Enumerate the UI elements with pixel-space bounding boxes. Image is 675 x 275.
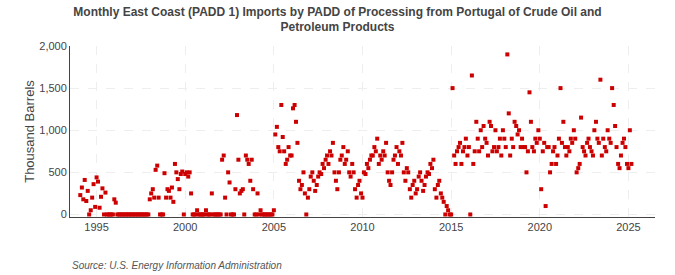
svg-text:2025: 2025: [616, 221, 640, 233]
svg-text:2000: 2000: [173, 221, 197, 233]
svg-text:2015: 2015: [439, 221, 463, 233]
svg-text:Source: U.S. Energy Informatio: Source: U.S. Energy Information Administ…: [72, 260, 282, 271]
svg-text:1995: 1995: [84, 221, 108, 233]
svg-text:2010: 2010: [350, 221, 374, 233]
svg-text:1,500: 1,500: [39, 82, 67, 94]
svg-text:500: 500: [48, 166, 66, 178]
svg-text:2020: 2020: [528, 221, 552, 233]
svg-text:Monthly East Coast (PADD 1) Im: Monthly East Coast (PADD 1) Imports by P…: [73, 5, 601, 35]
svg-text:0: 0: [61, 208, 67, 220]
svg-text:Thousand Barrels: Thousand Barrels: [22, 80, 37, 183]
svg-text:2005: 2005: [262, 221, 286, 233]
svg-text:2,000: 2,000: [39, 40, 67, 52]
svg-text:1,000: 1,000: [39, 124, 67, 136]
